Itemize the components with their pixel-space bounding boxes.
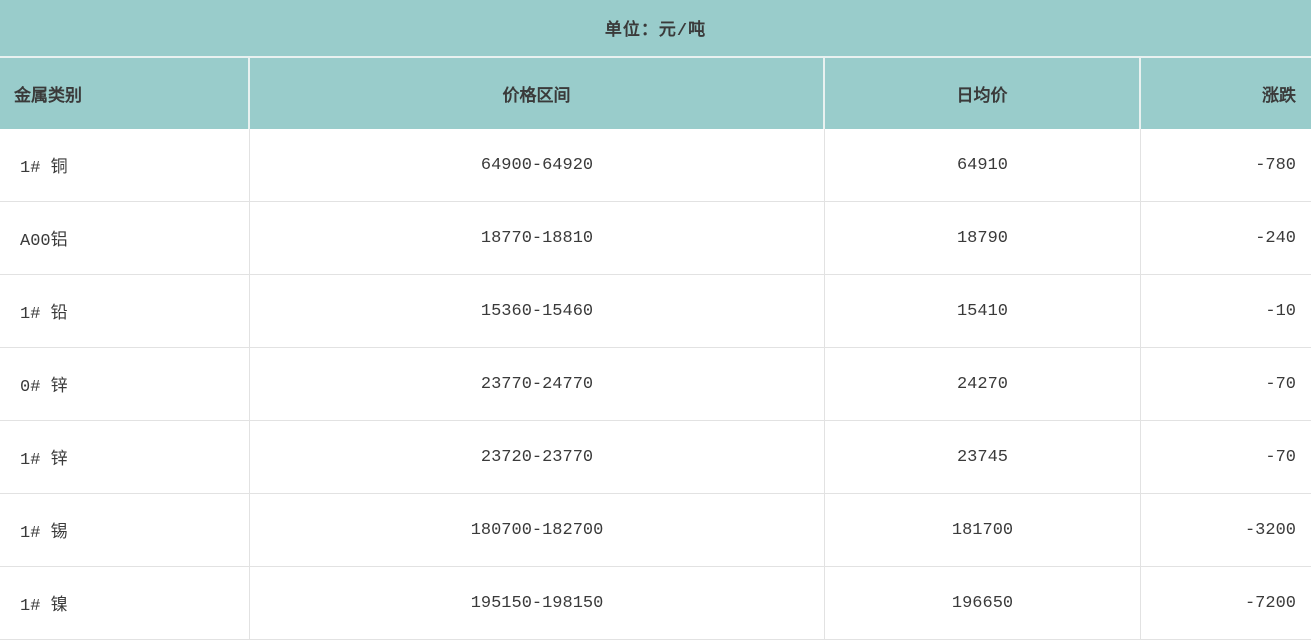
metal-type-cell: A00铝 — [0, 202, 250, 274]
table-body: 1# 铜 64900-64920 64910 -780 A00铝 18770-1… — [0, 129, 1311, 640]
table-row: 1# 铅 15360-15460 15410 -10 — [0, 275, 1311, 348]
daily-average-cell: 15410 — [825, 275, 1141, 347]
unit-banner-label: 单位：元/吨 — [604, 22, 707, 41]
daily-average-cell: 196650 — [825, 567, 1141, 639]
table-row: 1# 铜 64900-64920 64910 -780 — [0, 129, 1311, 202]
table-header-row: 金属类别 价格区间 日均价 涨跌 — [0, 58, 1311, 129]
table-row: 0# 锌 23770-24770 24270 -70 — [0, 348, 1311, 421]
metal-type-cell: 1# 铅 — [0, 275, 250, 347]
daily-average-cell: 181700 — [825, 494, 1141, 566]
price-range-cell: 180700-182700 — [250, 494, 825, 566]
price-range-cell: 23720-23770 — [250, 421, 825, 493]
header-cell-metal-type: 金属类别 — [0, 58, 250, 129]
table-row: 1# 锌 23720-23770 23745 -70 — [0, 421, 1311, 494]
change-cell: -240 — [1255, 228, 1296, 248]
table-row: 1# 镍 195150-198150 196650 -7200 — [0, 567, 1311, 640]
metal-type-cell: 1# 锡 — [0, 494, 250, 566]
metal-type-cell: 1# 镍 — [0, 567, 250, 639]
metal-type-cell: 0# 锌 — [0, 348, 250, 420]
daily-average-cell: 24270 — [825, 348, 1141, 420]
header-cell-daily-average: 日均价 — [825, 58, 1141, 129]
price-range-cell: 64900-64920 — [250, 129, 825, 201]
daily-average-cell: 64910 — [825, 129, 1141, 201]
table-row: A00铝 18770-18810 18790 -240 — [0, 202, 1311, 275]
price-range-cell: 15360-15460 — [250, 275, 825, 347]
change-cell: -10 — [1265, 301, 1296, 321]
change-cell: -7200 — [1244, 593, 1296, 613]
metal-type-cell: 1# 铜 — [0, 129, 250, 201]
price-range-cell: 18770-18810 — [250, 202, 825, 274]
metal-type-cell: 1# 锌 — [0, 421, 250, 493]
price-range-cell: 195150-198150 — [250, 567, 825, 639]
table-row: 1# 锡 180700-182700 181700 -3200 — [0, 494, 1311, 567]
price-range-cell: 23770-24770 — [250, 348, 825, 420]
unit-banner: 单位：元/吨 — [0, 0, 1311, 58]
change-cell: -780 — [1255, 155, 1296, 175]
change-cell: -3200 — [1244, 520, 1296, 540]
header-cell-change: 涨跌 — [1262, 87, 1296, 107]
header-cell-price-range: 价格区间 — [250, 58, 825, 129]
daily-average-cell: 18790 — [825, 202, 1141, 274]
change-cell: -70 — [1265, 374, 1296, 394]
daily-average-cell: 23745 — [825, 421, 1141, 493]
change-cell: -70 — [1265, 447, 1296, 467]
